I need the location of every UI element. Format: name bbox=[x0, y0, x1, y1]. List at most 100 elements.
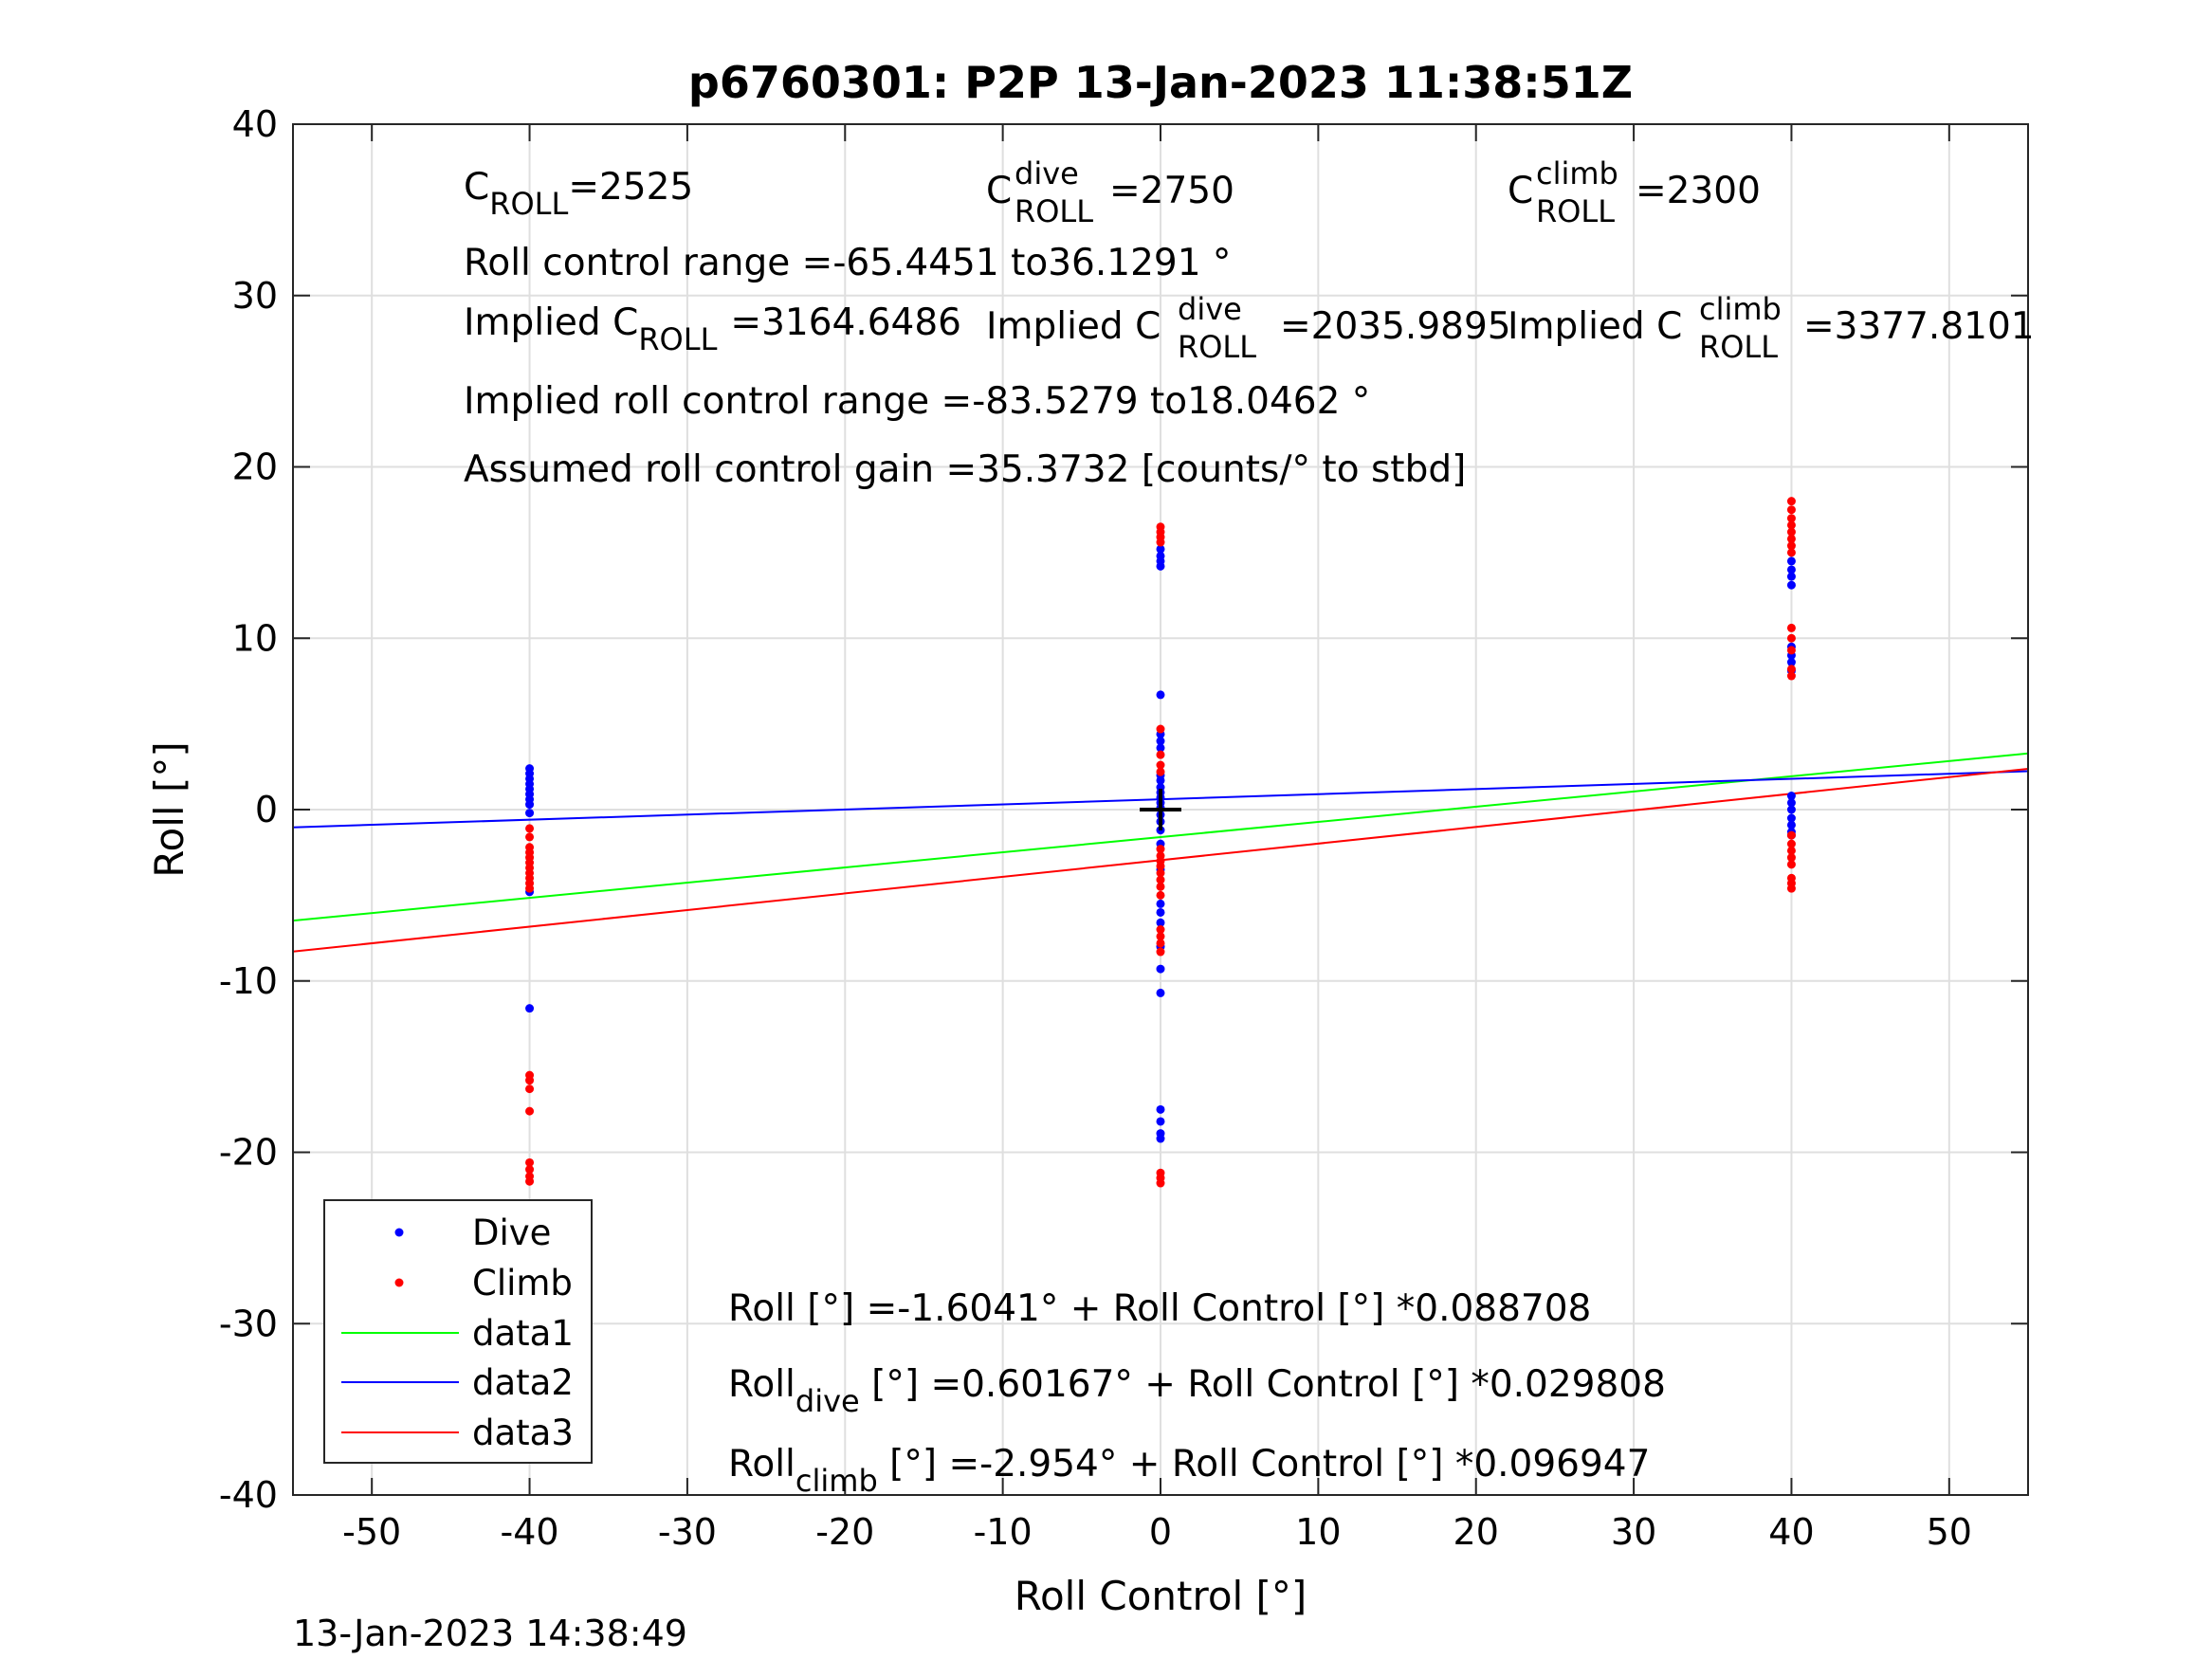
point-dive bbox=[1786, 565, 1796, 574]
c-roll-annotation: CROLL=2525 bbox=[464, 166, 693, 222]
point-climb bbox=[1156, 882, 1165, 891]
implied-dive-sup: dive bbox=[1178, 291, 1242, 327]
point-dive bbox=[1786, 658, 1796, 667]
x-tick-label: 10 bbox=[1295, 1511, 1341, 1553]
point-climb bbox=[1156, 875, 1165, 884]
point-dive bbox=[525, 809, 535, 818]
point-climb bbox=[1786, 665, 1796, 674]
y-tick-label: -40 bbox=[219, 1474, 278, 1516]
legend-marker-climb bbox=[394, 1278, 404, 1287]
y-tick-label: 10 bbox=[232, 617, 278, 659]
y-tick-label: 30 bbox=[232, 275, 278, 317]
point-dive bbox=[1156, 743, 1165, 753]
equation-climb: Rollclimb [°] =-2.954° + Roll Control [°… bbox=[728, 1443, 1650, 1499]
point-dive bbox=[1786, 572, 1796, 581]
point-climb bbox=[1786, 860, 1796, 869]
c-climb-annotation: C bbox=[1508, 170, 1533, 212]
point-climb bbox=[1156, 939, 1165, 948]
point-dive bbox=[1786, 580, 1796, 590]
point-climb bbox=[525, 1158, 535, 1167]
point-climb bbox=[1156, 760, 1165, 770]
legend-label: data3 bbox=[472, 1413, 574, 1453]
x-tick-label: -40 bbox=[501, 1511, 559, 1553]
point-climb bbox=[1156, 862, 1165, 871]
x-tick-label: 30 bbox=[1611, 1511, 1656, 1553]
c-climb-sup: climb bbox=[1536, 155, 1618, 191]
legend: Dive Climb data1 data2 data3 bbox=[323, 1199, 593, 1464]
point-dive bbox=[1786, 798, 1796, 808]
point-climb bbox=[1156, 890, 1165, 900]
legend-label: data1 bbox=[472, 1313, 574, 1354]
point-climb bbox=[1156, 538, 1165, 547]
c-climb-value: =2300 bbox=[1636, 170, 1761, 212]
point-climb bbox=[1786, 633, 1796, 643]
x-tick-label: 20 bbox=[1453, 1511, 1499, 1553]
roll-range-annotation: Roll control range =-65.4451 to36.1291 ° bbox=[464, 242, 1231, 284]
y-tick-label: -10 bbox=[219, 960, 278, 1002]
crosshair-marker bbox=[1140, 789, 1181, 830]
legend-label: Dive bbox=[472, 1212, 551, 1253]
y-tick-label: 40 bbox=[232, 103, 278, 145]
point-climb bbox=[1156, 868, 1165, 878]
point-dive bbox=[1156, 964, 1165, 974]
point-climb bbox=[1786, 646, 1796, 655]
equation-dive: Rolldive [°] =0.60167° + Roll Control [°… bbox=[728, 1363, 1666, 1419]
point-dive bbox=[1786, 792, 1796, 801]
point-climb bbox=[525, 832, 535, 842]
x-tick-label: -50 bbox=[342, 1511, 401, 1553]
point-dive bbox=[525, 800, 535, 810]
point-dive bbox=[1786, 820, 1796, 830]
point-climb bbox=[1786, 884, 1796, 893]
x-tick-label: -20 bbox=[815, 1511, 874, 1553]
point-climb bbox=[1156, 925, 1165, 935]
x-tick-label: 40 bbox=[1768, 1511, 1814, 1553]
point-climb bbox=[525, 1106, 535, 1116]
point-climb bbox=[1156, 724, 1165, 734]
point-climb bbox=[1786, 846, 1796, 855]
implied-dive-sub: ROLL bbox=[1178, 329, 1256, 365]
point-climb bbox=[525, 1076, 535, 1085]
point-climb bbox=[1786, 671, 1796, 681]
point-dive bbox=[1156, 907, 1165, 917]
point-climb bbox=[1786, 839, 1796, 848]
point-climb bbox=[1156, 845, 1165, 854]
gain-annotation: Assumed roll control gain =35.3732 [coun… bbox=[464, 448, 1466, 491]
data-points bbox=[525, 497, 1796, 1188]
point-dive bbox=[1156, 918, 1165, 927]
point-dive bbox=[1156, 690, 1165, 700]
implied-dive-prefix: Implied C bbox=[986, 305, 1161, 348]
point-climb bbox=[1786, 623, 1796, 632]
equation-all: Roll [°] =-1.6041° + Roll Control [°] *0… bbox=[728, 1287, 1591, 1330]
point-dive bbox=[1156, 988, 1165, 997]
point-dive bbox=[1786, 556, 1796, 566]
y-tick-label: 0 bbox=[255, 789, 278, 830]
c-dive-annotation: C bbox=[986, 170, 1012, 212]
implied-climb-sub: ROLL bbox=[1699, 329, 1778, 365]
point-dive bbox=[525, 1004, 535, 1013]
implied-climb-prefix: Implied C bbox=[1508, 305, 1682, 348]
legend-box bbox=[323, 1199, 593, 1464]
footer-timestamp: 13-Jan-2023 14:38:49 bbox=[293, 1613, 687, 1654]
point-dive bbox=[1156, 737, 1165, 746]
point-climb bbox=[1156, 947, 1165, 957]
point-climb bbox=[525, 1165, 535, 1175]
c-dive-value: =2750 bbox=[1109, 170, 1234, 212]
point-climb bbox=[1786, 505, 1796, 515]
point-dive bbox=[1156, 1134, 1165, 1143]
point-climb bbox=[1786, 520, 1796, 530]
point-dive bbox=[1156, 561, 1165, 571]
point-climb bbox=[1156, 750, 1165, 759]
point-climb bbox=[1786, 514, 1796, 523]
point-climb bbox=[525, 824, 535, 833]
point-climb bbox=[1786, 527, 1796, 537]
point-dive bbox=[1786, 813, 1796, 823]
y-tick-label: -30 bbox=[219, 1303, 278, 1344]
chart-title: p6760301: P2P 13-Jan-2023 11:38:51Z bbox=[688, 57, 1633, 108]
y-tick-label: 20 bbox=[232, 447, 278, 488]
implied-climb-sup: climb bbox=[1699, 291, 1782, 327]
x-tick-label: -10 bbox=[974, 1511, 1033, 1553]
point-climb bbox=[1786, 534, 1796, 543]
point-dive bbox=[1156, 544, 1165, 554]
point-climb bbox=[1786, 853, 1796, 863]
